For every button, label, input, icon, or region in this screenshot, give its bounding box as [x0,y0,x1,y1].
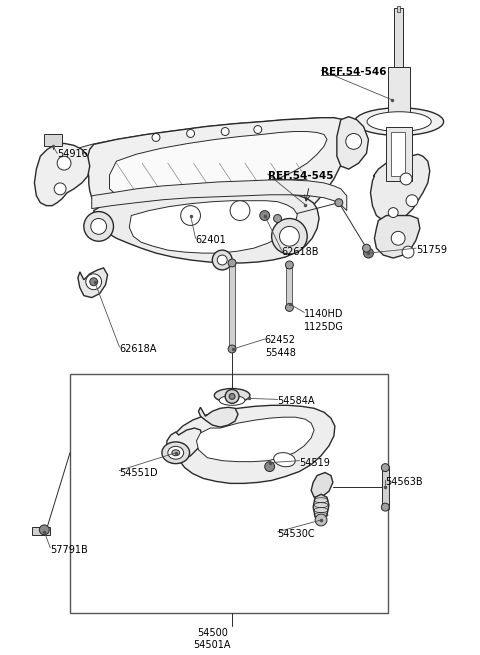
Ellipse shape [274,453,295,467]
Polygon shape [92,180,347,211]
Bar [70,374,388,613]
Circle shape [39,525,49,534]
Bar [397,6,400,12]
Circle shape [84,212,113,241]
Circle shape [272,219,307,254]
Circle shape [388,208,398,217]
Circle shape [400,173,412,185]
Circle shape [363,248,373,258]
Text: 54501A: 54501A [193,639,231,650]
Text: 54551D: 54551D [120,468,158,477]
Circle shape [264,462,275,472]
Bar [287,265,292,307]
Circle shape [180,206,201,225]
Ellipse shape [168,446,184,459]
Bar [394,8,403,72]
Text: 62452: 62452 [264,335,296,345]
Circle shape [402,246,414,258]
Circle shape [57,157,71,170]
Circle shape [274,215,281,223]
Circle shape [217,255,227,265]
Circle shape [335,198,343,206]
Text: 51759: 51759 [416,245,447,255]
Text: REF.54-545: REF.54-545 [268,171,333,181]
Text: 54530C: 54530C [277,529,315,539]
Polygon shape [174,405,335,483]
Polygon shape [374,215,420,258]
Ellipse shape [214,388,250,402]
Bar [388,67,410,126]
Polygon shape [35,143,90,206]
Bar [383,466,389,509]
Polygon shape [78,268,108,297]
Bar [391,132,405,176]
Text: REF.54-546: REF.54-546 [321,67,386,77]
Circle shape [54,183,66,195]
Text: 54563B: 54563B [385,477,423,487]
Text: 62618A: 62618A [120,344,157,354]
Circle shape [286,303,293,311]
Circle shape [187,130,194,138]
Ellipse shape [172,450,180,456]
Circle shape [346,134,361,149]
Ellipse shape [355,108,444,136]
Text: 1125DG: 1125DG [304,322,344,332]
Circle shape [315,514,327,526]
Text: 1140HD: 1140HD [304,309,344,320]
Circle shape [391,231,405,245]
Circle shape [279,227,300,246]
Text: 54916: 54916 [57,149,88,159]
Text: 54500: 54500 [197,627,228,638]
Bar [229,263,235,349]
Circle shape [381,503,389,511]
Circle shape [86,274,102,290]
Polygon shape [88,118,351,244]
Text: 57791B: 57791B [50,545,88,555]
Circle shape [254,126,262,134]
Circle shape [152,134,160,141]
Circle shape [362,244,371,252]
Polygon shape [337,117,369,169]
Circle shape [212,250,232,270]
Text: 54519: 54519 [300,458,330,468]
Text: 55448: 55448 [264,348,296,358]
Polygon shape [199,407,238,427]
Polygon shape [313,495,329,521]
Circle shape [228,259,236,267]
Circle shape [381,464,389,472]
Text: 62618B: 62618B [281,247,319,257]
Circle shape [221,128,229,136]
Ellipse shape [219,396,245,405]
Bar [33,527,50,534]
Circle shape [229,394,235,400]
Circle shape [260,211,270,221]
Polygon shape [196,417,314,462]
Circle shape [230,200,250,221]
Circle shape [90,278,97,286]
Text: 62401: 62401 [195,235,226,246]
Circle shape [286,261,293,269]
Polygon shape [94,192,319,263]
Polygon shape [311,472,333,497]
Bar [44,134,62,146]
Polygon shape [109,132,327,198]
Circle shape [225,390,239,403]
Polygon shape [129,200,297,253]
Polygon shape [371,155,430,223]
Circle shape [91,219,107,234]
Ellipse shape [367,112,431,132]
Text: 54584A: 54584A [277,396,315,406]
Polygon shape [74,118,344,163]
Circle shape [228,345,236,353]
Polygon shape [167,428,203,460]
Ellipse shape [162,442,190,464]
Bar [386,126,412,181]
Circle shape [406,195,418,206]
